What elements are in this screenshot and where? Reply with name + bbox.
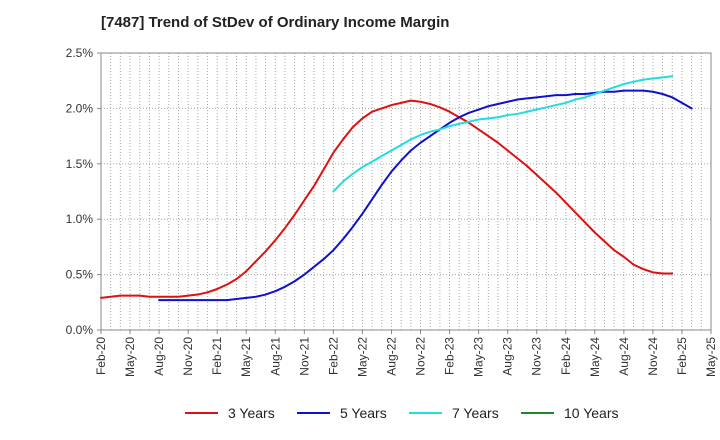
x-tick-label: Aug-21 <box>268 337 282 376</box>
x-tick-label: Feb-24 <box>559 337 573 375</box>
x-tick-label: Feb-23 <box>443 337 457 375</box>
x-tick-label: Nov-21 <box>297 337 311 376</box>
x-tick-label: Feb-21 <box>210 337 224 375</box>
legend: 3 Years 5 Years 7 Years 10 Years <box>0 405 720 425</box>
series-line-3-years <box>100 99 674 299</box>
x-tick-label: May-21 <box>239 337 253 377</box>
x-tick-label: May-25 <box>704 337 718 377</box>
x-tick-label: Nov-24 <box>646 337 660 376</box>
series-line-7-years <box>332 75 674 193</box>
x-tick-label: Nov-23 <box>530 337 544 376</box>
series-lines <box>100 75 693 302</box>
x-tick-label: May-23 <box>472 337 486 377</box>
series-line-5-years <box>158 89 693 302</box>
chart-title: [7487] Trend of StDev of Ordinary Income… <box>101 14 450 31</box>
x-tick-label: May-22 <box>355 337 369 377</box>
legend-label-10-years: 10 Years <box>564 405 619 421</box>
y-tick-label: 0.0% <box>66 323 94 337</box>
legend-swatch-5-years <box>297 412 330 414</box>
y-tick-label: 0.5% <box>66 268 94 282</box>
legend-item-5-years: 5 Years <box>297 405 387 421</box>
legend-item-3-years: 3 Years <box>185 405 275 421</box>
legend-label-5-years: 5 Years <box>340 405 387 421</box>
legend-label-7-years: 7 Years <box>452 405 499 421</box>
legend-swatch-10-years <box>521 412 554 414</box>
legend-label-3-years: 3 Years <box>228 405 275 421</box>
x-tick-label: Aug-23 <box>501 337 515 376</box>
x-tick-label: Nov-20 <box>181 337 195 376</box>
y-tick-label: 1.5% <box>66 157 94 171</box>
grid-lines <box>101 53 711 330</box>
plot-frame <box>100 52 712 331</box>
y-tick-label: 2.0% <box>66 101 94 115</box>
x-tick-label: Feb-22 <box>326 337 340 375</box>
legend-swatch-3-years <box>185 412 218 414</box>
y-tick-label: 1.0% <box>66 212 94 226</box>
y-tick-label: 2.5% <box>66 46 94 60</box>
x-tick-label: Aug-24 <box>617 337 631 376</box>
x-tick-label: Aug-20 <box>152 337 166 376</box>
x-tick-label: Feb-25 <box>675 337 689 375</box>
legend-item-10-years: 10 Years <box>521 405 619 421</box>
legend-swatch-7-years <box>409 412 442 414</box>
x-tick-label: May-24 <box>588 337 602 377</box>
x-tick-label: Nov-22 <box>414 337 428 376</box>
axes <box>97 52 712 334</box>
legend-item-7-years: 7 Years <box>409 405 499 421</box>
x-tick-label: Aug-22 <box>384 337 398 376</box>
tick-labels: 0.0% 0.5% 1.0% 1.5% 2.0% 2.5% Feb-20 May-20 Aug-… <box>66 46 718 377</box>
x-tick-label: Feb-20 <box>94 337 108 375</box>
x-tick-label: May-20 <box>123 337 137 377</box>
